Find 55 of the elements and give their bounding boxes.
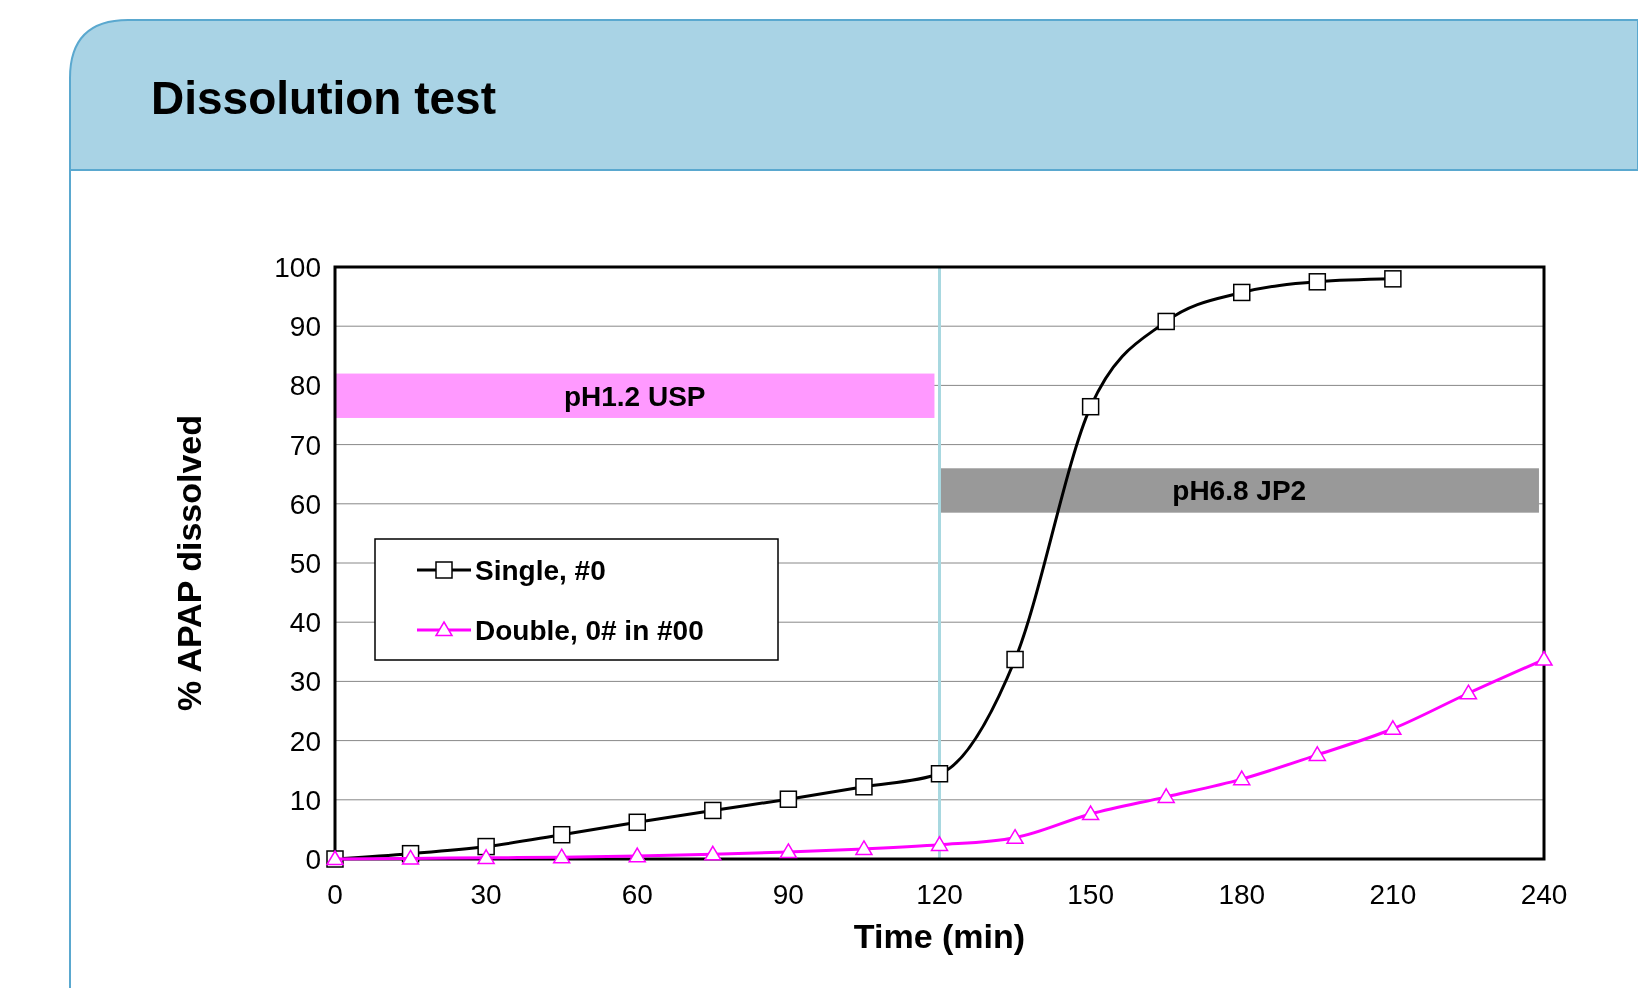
y-tick-label: 70: [289, 429, 321, 461]
point: [552, 848, 571, 864]
point: [855, 840, 873, 856]
legend-label: Double, 0# in #00: [475, 615, 704, 646]
band-label: pH6.8 JP2: [1172, 475, 1307, 507]
point: [1081, 805, 1100, 821]
band-label: pH1.2 USP: [563, 380, 706, 412]
point: [628, 813, 646, 832]
y-tick-label: 50: [289, 548, 321, 579]
x-axis-title: Time (min): [853, 917, 1026, 955]
point: [1384, 270, 1402, 288]
point: [1459, 684, 1478, 700]
y-tick-label: 20: [289, 725, 321, 757]
point: [779, 790, 798, 808]
x-tick-label: 120: [916, 879, 963, 910]
y-tick-label: 0: [305, 844, 321, 875]
x-tick-label: 150: [1067, 879, 1114, 910]
y-tick-label: 100: [274, 252, 321, 283]
x-tick-label: 180: [1218, 879, 1266, 910]
point: [401, 849, 420, 865]
y-tick-label: 10: [289, 784, 321, 816]
point: [704, 845, 722, 861]
point: [1157, 312, 1175, 331]
point: [628, 847, 646, 863]
y-tick-label: 80: [289, 370, 321, 402]
point: [1081, 397, 1100, 416]
legend-label: Single, #0: [475, 555, 606, 586]
point: [1233, 283, 1251, 302]
point: [1233, 770, 1251, 786]
point: [704, 801, 722, 820]
chart-title: Dissolution test: [151, 72, 497, 124]
x-tick-label: 30: [470, 879, 502, 910]
x-tick-label: 210: [1369, 879, 1417, 910]
point: [930, 836, 949, 852]
point: [1308, 273, 1327, 291]
y-tick-label: 40: [289, 607, 321, 639]
point: [1006, 650, 1024, 669]
point: [477, 849, 495, 865]
x-tick-label: 0: [327, 879, 343, 910]
point: [779, 843, 798, 859]
x-tick-label: 60: [621, 879, 653, 910]
y-tick-label: 90: [289, 311, 321, 343]
y-axis-title: % APAP dissolved: [170, 414, 208, 712]
point: [930, 765, 949, 783]
point: [855, 778, 873, 796]
point: [552, 825, 571, 844]
point: [1384, 720, 1402, 736]
x-tick-label: 90: [772, 879, 804, 910]
x-tick-label: 240: [1520, 879, 1568, 910]
point: [1535, 650, 1553, 666]
point: [1157, 788, 1175, 804]
y-tick-label: 60: [289, 488, 321, 520]
point: [1308, 746, 1327, 762]
y-tick-label: 30: [289, 666, 321, 698]
point: [1006, 828, 1024, 845]
